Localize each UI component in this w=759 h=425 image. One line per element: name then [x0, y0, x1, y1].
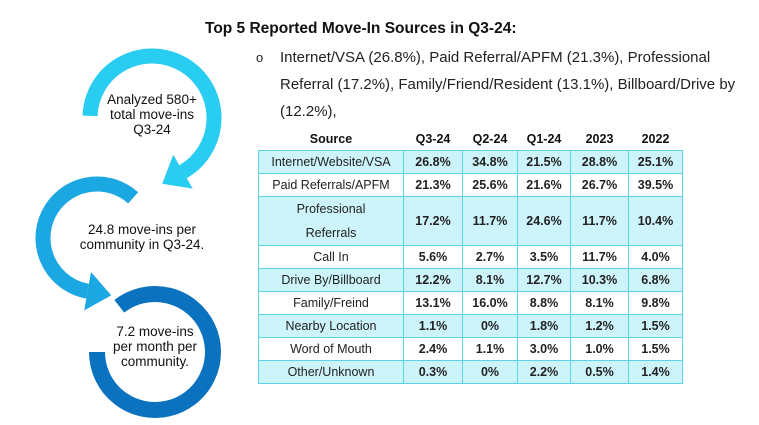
table-row: Professional Referrals 17.2% 11.7% 24.6% 11.… — [258, 196, 683, 246]
bullet-item: o Internet/VSA (26.8%), Paid Referral/AP… — [256, 44, 736, 125]
move-in-sources-table: Source Q3-24 Q2-24 Q1-24 2023 2022 Internet/W… — [258, 127, 683, 384]
column-header: Source — [309, 131, 353, 146]
value-cell: 6.8% — [628, 268, 683, 292]
source-cell: Nearby Location — [258, 314, 404, 338]
move-in-stats-graphic — [35, 48, 222, 418]
table-row: Call In 5.6% 2.7% 3.5% 11.7% 4.0% — [258, 245, 683, 269]
value-cell: 4.0% — [628, 245, 683, 269]
table-row: Family/Freind 13.1% 16.0% 8.8% 8.1% 9.8% — [258, 291, 683, 315]
stat-line: community. — [120, 354, 189, 369]
source-cell: Paid Referrals/APFM — [258, 173, 404, 197]
table-row: Drive By/Billboard 12.2% 8.1% 12.7% 10.3% 6.8… — [258, 268, 683, 292]
value-cell: 1.0% — [570, 337, 629, 361]
value-cell: 11.7% — [462, 196, 518, 246]
stat-per-month: 7.2 move-ins per month per community. — [100, 324, 210, 369]
table-row: Other/Unknown 0.3% 0% 2.2% 0.5% 1.4% — [258, 360, 683, 384]
value-cell: 11.7% — [570, 196, 629, 246]
value-cell: 1.5% — [628, 337, 683, 361]
value-cell: 1.2% — [570, 314, 629, 338]
table-row: Word of Mouth 2.4% 1.1% 3.0% 1.0% 1.5% — [258, 337, 683, 361]
source-cell: Drive By/Billboard — [258, 268, 404, 292]
value-cell: 16.0% — [462, 291, 518, 315]
source-cell: Other/Unknown — [258, 360, 404, 384]
value-cell: 12.7% — [517, 268, 571, 292]
source-cell: Call In — [258, 245, 404, 269]
table-row: Paid Referrals/APFM 21.3% 25.6% 21.6% 26.7% 3… — [258, 173, 683, 197]
value-cell: 26.7% — [570, 173, 629, 197]
table-header-row: Source Q3-24 Q2-24 Q1-24 2023 2022 — [259, 127, 683, 151]
page-title: Top 5 Reported Move-In Sources in Q3-24: — [205, 20, 517, 37]
middle-ring-arrow — [35, 176, 139, 299]
value-cell: 24.6% — [517, 196, 571, 246]
value-cell: 1.4% — [628, 360, 683, 384]
bottom-ring — [89, 286, 221, 418]
value-cell: 10.3% — [570, 268, 629, 292]
column-header: 2022 — [641, 131, 670, 146]
stat-line: per month per — [112, 339, 198, 354]
value-cell: 17.2% — [403, 196, 463, 246]
value-cell: 21.5% — [517, 150, 571, 174]
value-cell: 21.6% — [517, 173, 571, 197]
stat-line: Q3-24 — [133, 122, 171, 137]
stat-total-moveins: Analyzed 580+ total move-ins Q3-24 — [92, 92, 212, 137]
value-cell: 2.7% — [462, 245, 518, 269]
source-cell: Internet/Website/VSA — [258, 150, 404, 174]
value-cell: 26.8% — [403, 150, 463, 174]
stat-line: 7.2 move-ins — [116, 324, 194, 339]
value-cell: 1.8% — [517, 314, 571, 338]
value-cell: 2.2% — [517, 360, 571, 384]
value-cell: 2.4% — [403, 337, 463, 361]
arrowhead-icon — [162, 154, 193, 189]
column-header: Q1-24 — [526, 131, 562, 146]
value-cell: 1.1% — [403, 314, 463, 338]
value-cell: 28.8% — [570, 150, 629, 174]
value-cell: 11.7% — [570, 245, 629, 269]
value-cell: 8.1% — [462, 268, 518, 292]
value-cell: 1.1% — [462, 337, 518, 361]
stat-per-community: 24.8 move-ins per community in Q3-24. — [72, 222, 212, 252]
value-cell: 8.8% — [517, 291, 571, 315]
value-cell: 0.5% — [570, 360, 629, 384]
arrowhead-icon — [84, 271, 112, 311]
value-cell: 34.8% — [462, 150, 518, 174]
stat-line: community in Q3-24. — [79, 237, 205, 252]
table-row: Nearby Location 1.1% 0% 1.8% 1.2% 1.5% — [258, 314, 683, 338]
value-cell: 5.6% — [403, 245, 463, 269]
value-cell: 3.5% — [517, 245, 571, 269]
source-cell: Family/Freind — [258, 291, 404, 315]
stat-line: 24.8 move-ins per — [87, 222, 197, 237]
value-cell: 1.5% — [628, 314, 683, 338]
column-header: 2023 — [585, 131, 614, 146]
column-header: Q2-24 — [472, 131, 508, 146]
value-cell: 9.8% — [628, 291, 683, 315]
value-cell: 25.1% — [628, 150, 683, 174]
column-header: Q3-24 — [415, 131, 451, 146]
top-ring-arrow — [82, 48, 222, 179]
value-cell: 10.4% — [628, 196, 683, 246]
value-cell: 8.1% — [570, 291, 629, 315]
value-cell: 0% — [462, 360, 518, 384]
value-cell: 13.1% — [403, 291, 463, 315]
table-row: Internet/Website/VSA 26.8% 34.8% 21.5% 28.8%… — [258, 150, 683, 174]
value-cell: 0.3% — [403, 360, 463, 384]
value-cell: 12.2% — [403, 268, 463, 292]
bullet-text: Internet/VSA (26.8%), Paid Referral/APFM… — [280, 49, 736, 120]
source-cell: Professional Referrals — [258, 196, 404, 246]
value-cell: 21.3% — [403, 173, 463, 197]
value-cell: 3.0% — [517, 337, 571, 361]
source-cell: Word of Mouth — [258, 337, 404, 361]
stat-line: Analyzed 580+ — [107, 92, 197, 107]
value-cell: 0% — [462, 314, 518, 338]
value-cell: 39.5% — [628, 173, 683, 197]
bullet-marker: o — [256, 50, 264, 65]
value-cell: 25.6% — [462, 173, 518, 197]
stat-line: total move-ins — [109, 107, 195, 122]
